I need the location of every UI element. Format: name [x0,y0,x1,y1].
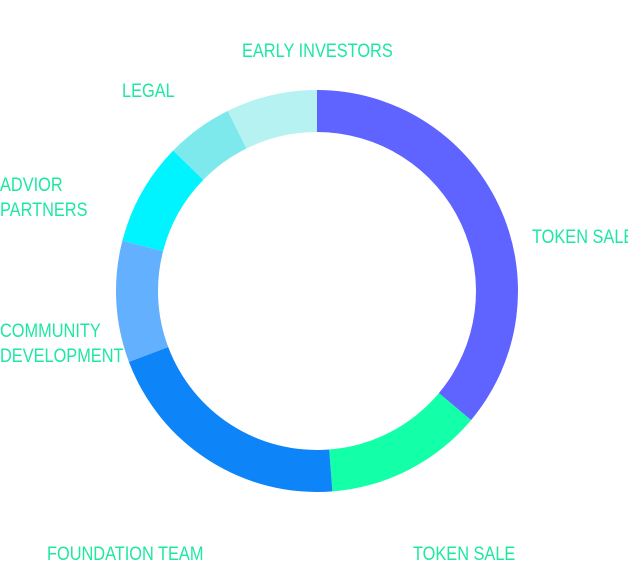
donut-slice-3 [116,240,169,362]
slice-label-line: DEVELOPMENT [0,346,124,367]
donut-slice-4 [122,150,204,252]
slice-label-line: ADVIOR [0,175,63,196]
donut-slice-5 [173,110,247,180]
slice-label-line: TOKEN SALE [413,544,516,565]
donut-slice-2 [128,347,333,492]
slice-label-line: LEGAL [122,81,175,102]
slice-label-foundation-team: FOUNDATION TEAM [47,542,203,567]
slice-label-early-investors: EARLY INVESTORS [242,39,393,64]
slice-label-line: EARLY INVESTORS [242,41,393,62]
slice-label-line: COMMUNITY [0,321,101,342]
slice-label-community-development: COMMUNITY DEVELOPMENT [0,319,123,369]
slice-label-legal: LEGAL [122,79,175,104]
donut-slice-1 [329,393,472,492]
slice-label-line: PARTNERS [0,200,88,221]
slice-label-token-sale-2: TOKEN SALE [413,542,515,567]
slice-label-line: TOKEN SALE [532,227,628,248]
slice-label-line: FOUNDATION TEAM [47,544,204,565]
donut-slice-6 [227,90,317,149]
donut-slice-0 [317,90,518,421]
slice-label-advior-partners: ADVIOR PARTNERS [0,173,87,223]
slice-label-token-sale: TOKEN SALE [532,225,628,250]
